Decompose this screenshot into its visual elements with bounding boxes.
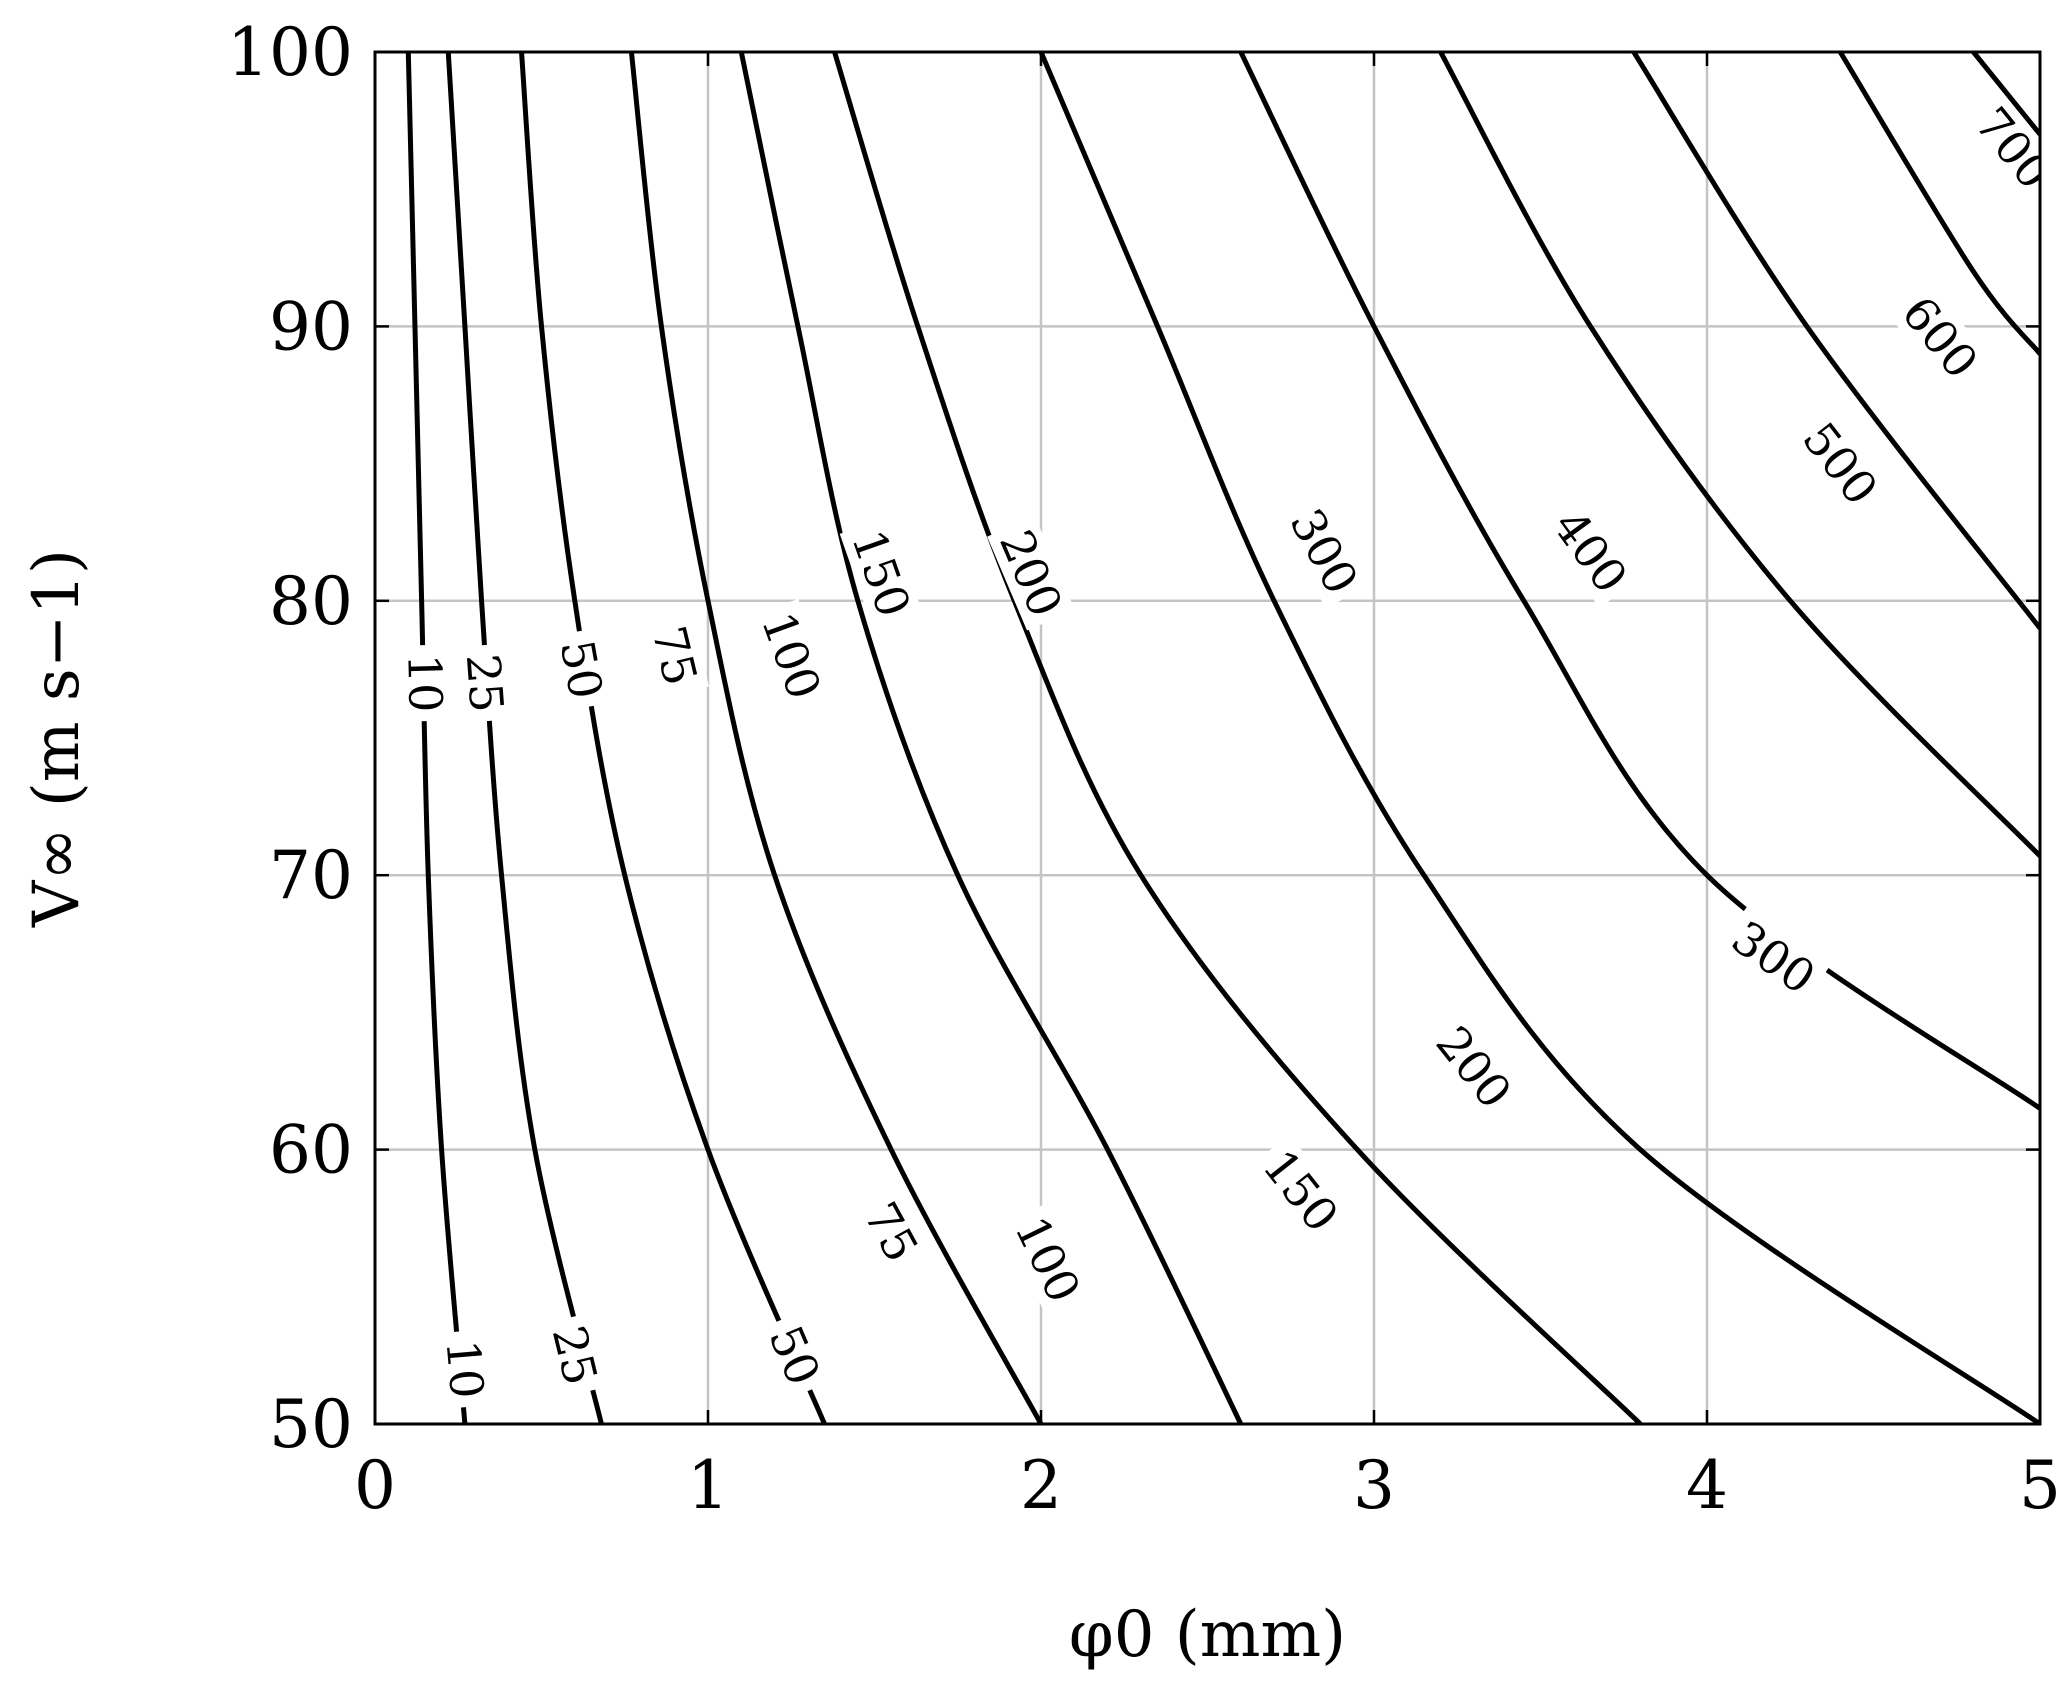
contour-label-100: 100	[1001, 1202, 1094, 1317]
plot-frame	[373, 50, 2042, 1426]
contour-label-gap	[1421, 1011, 1526, 1124]
contour-label-gap	[456, 643, 514, 723]
contour-label-gap	[1887, 281, 1993, 394]
contour-label-25: 25	[456, 643, 514, 723]
contour-label-200: 200	[1421, 1011, 1526, 1124]
contour-line-200	[1038, 52, 2040, 1424]
contour-label-gap	[839, 516, 923, 631]
contour-label-text: 75	[642, 621, 708, 691]
contour-lines	[405, 52, 2040, 1424]
contour-label-gap	[987, 516, 1075, 631]
contour-label-gap	[749, 598, 834, 713]
x-tick-label: 5	[2019, 1447, 2061, 1524]
x-tick-label: 0	[354, 1447, 396, 1524]
contour-label-300: 300	[1276, 494, 1372, 609]
contour-label-gap	[435, 1329, 495, 1410]
contour-line-10	[405, 52, 468, 1424]
contour-line-700	[1971, 52, 2040, 136]
contour-label-gap	[1788, 407, 1892, 520]
contour-label-400: 400	[1539, 494, 1642, 608]
contour-line-100	[738, 52, 1244, 1424]
contour-label-25: 25	[540, 1312, 610, 1399]
grid	[373, 50, 2042, 1426]
contour-label-gap	[1276, 494, 1372, 609]
contour-line-400	[1438, 52, 2040, 858]
y-axis-label: V∞ (m s−1)	[20, 549, 94, 928]
y-tick-label: 90	[269, 288, 353, 365]
y-tick-label: 60	[269, 1112, 353, 1189]
contour-label-gap	[1539, 494, 1642, 608]
x-tick-label: 2	[1020, 1447, 1062, 1524]
contour-label-150: 150	[1248, 1134, 1353, 1247]
contour-line-50	[519, 52, 827, 1424]
x-tick-label: 4	[1686, 1447, 1728, 1524]
x-tick-label: 1	[687, 1447, 729, 1524]
contour-label-600: 600	[1887, 281, 1993, 394]
contour-label-text: 25	[542, 1321, 608, 1391]
contour-line-300	[1238, 52, 2040, 1111]
contour-label-text: 25	[456, 652, 514, 714]
contour-label-100: 100	[749, 598, 834, 713]
contour-label-300: 300	[1716, 906, 1831, 1009]
contour-line-75	[628, 52, 1044, 1424]
y-tick-label: 50	[269, 1386, 353, 1463]
y-tick-label: 100	[227, 14, 353, 91]
contour-label-10: 10	[435, 1329, 495, 1410]
contour-label-gap	[755, 1310, 834, 1401]
contour-label-50: 50	[755, 1310, 834, 1401]
contour-label-75: 75	[640, 612, 709, 699]
contour-label-700: 700	[1961, 92, 2040, 205]
contour-label-50: 50	[549, 627, 614, 712]
contour-label-gap	[540, 1312, 610, 1399]
contour-label-gap	[640, 612, 709, 699]
contour-label-text: 100	[751, 605, 832, 706]
axis-ticks: 0 1 2 3 4 5 50 60 70 80 90 100	[227, 14, 2061, 1524]
contour-label-gap	[1248, 1134, 1353, 1247]
contour-label-75: 75	[850, 1186, 933, 1278]
contour-label-text: 150	[841, 523, 921, 624]
contour-label-gap	[398, 644, 452, 722]
x-tick-label: 3	[1353, 1447, 1395, 1524]
contour-line-150	[832, 52, 1643, 1424]
contour-label-gap	[549, 627, 614, 712]
contour-label-10: 10	[397, 644, 453, 722]
contour-label-gap	[850, 1186, 933, 1278]
contour-label-200: 200	[987, 516, 1075, 631]
contour-label-text: 10	[436, 1338, 495, 1401]
contour-line-500	[1631, 52, 2040, 630]
y-tick-label: 70	[269, 837, 353, 914]
contour-label-gap	[1001, 1202, 1094, 1317]
contour-label-text: 10	[397, 653, 452, 713]
contour-label-gap	[1716, 906, 1831, 1009]
contour-labels: 1010252550507575100100150150200200300300…	[397, 92, 2040, 1410]
contour-line-600	[1838, 52, 2040, 356]
contour-label-text: 50	[550, 636, 614, 703]
x-axis-label: φ0 (mm)	[1069, 1598, 1346, 1672]
contour-line-25	[445, 52, 604, 1424]
y-tick-label: 80	[269, 563, 353, 640]
